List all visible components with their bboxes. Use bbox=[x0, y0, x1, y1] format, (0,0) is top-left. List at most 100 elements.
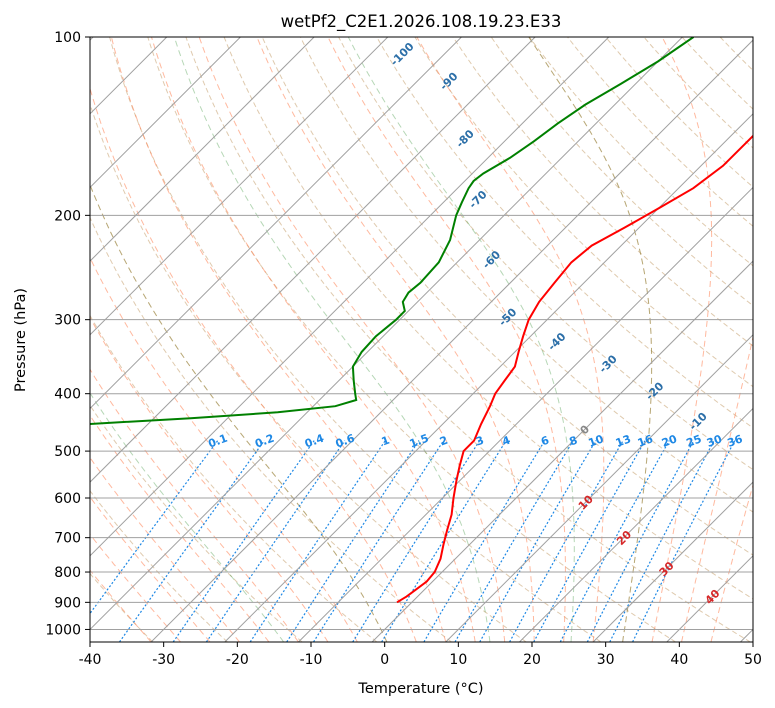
special-adiabat-line bbox=[173, 37, 491, 642]
x-tick-label: 40 bbox=[670, 652, 688, 668]
dry-adiabat-line bbox=[90, 572, 154, 642]
dry-adiabat-line bbox=[90, 102, 527, 642]
mixing-ratio-label: 16 bbox=[636, 432, 655, 450]
mixing-ratio-label: 25 bbox=[685, 432, 704, 449]
moist-adiabat-line bbox=[681, 334, 753, 642]
mixing-ratio-label: 10 bbox=[587, 432, 606, 450]
special-adiabat-line bbox=[528, 37, 653, 642]
dry-adiabat-line bbox=[185, 37, 751, 642]
dewpoint-profile-line bbox=[90, 37, 695, 425]
mixing-ratio-line bbox=[533, 440, 646, 642]
moist-adiabat-line bbox=[256, 37, 535, 642]
x-tick-label: 0 bbox=[380, 652, 389, 668]
isotherm-line bbox=[224, 113, 753, 642]
special-adiabat-line bbox=[347, 37, 575, 642]
isotherm-line bbox=[445, 334, 753, 642]
mixing-ratio-line bbox=[632, 440, 736, 642]
moist-adiabat-line bbox=[151, 37, 476, 642]
mixing-ratio-label: 2 bbox=[438, 434, 450, 449]
dry-adiabat-line bbox=[414, 37, 753, 388]
mixing-ratio-label: 6 bbox=[539, 434, 551, 449]
moist-adiabat-line bbox=[90, 316, 329, 642]
mixing-ratio-line bbox=[286, 440, 420, 642]
moist-adiabat-line bbox=[528, 37, 653, 642]
y-tick-label: 700 bbox=[54, 531, 81, 547]
dry-adiabat-line bbox=[223, 37, 753, 600]
mixing-ratio-line bbox=[119, 440, 265, 642]
mixing-ratio-line bbox=[172, 440, 315, 642]
x-tick-label: -20 bbox=[226, 652, 249, 668]
isotherm-line bbox=[90, 37, 241, 189]
y-tick-label: 600 bbox=[54, 491, 81, 507]
mixing-ratio-line bbox=[559, 440, 670, 642]
isotherm-line bbox=[90, 37, 462, 410]
moist-adiabat-line bbox=[416, 37, 605, 642]
moist-adiabat-line bbox=[90, 533, 181, 642]
mixing-ratio-label: 13 bbox=[614, 432, 633, 449]
mixing-ratio-label: 0.6 bbox=[334, 432, 357, 451]
x-axis-title: Temperature (°C) bbox=[357, 681, 483, 697]
mixing-ratio-label: 0.4 bbox=[303, 432, 326, 451]
mixing-ratio-line bbox=[509, 440, 624, 642]
moist-adiabat-line bbox=[90, 183, 388, 642]
mixing-ratio-label: 20 bbox=[660, 432, 679, 450]
y-tick-label: 200 bbox=[54, 208, 81, 224]
dry-adiabat-line bbox=[90, 489, 228, 642]
mixing-ratio-label: 1.5 bbox=[408, 432, 431, 451]
mixing-ratio-line bbox=[352, 440, 481, 642]
y-tick-label: 100 bbox=[54, 30, 81, 46]
mixing-ratio-line bbox=[312, 440, 445, 642]
moist-adiabat-line bbox=[90, 256, 358, 642]
mixing-ratio-line bbox=[479, 440, 597, 642]
isotherm-line bbox=[90, 37, 610, 557]
mixing-ratio-label: 3 bbox=[474, 434, 486, 449]
isotherm-line bbox=[519, 407, 753, 642]
x-tick-label: 50 bbox=[744, 652, 762, 668]
dry-adiabat-line bbox=[90, 314, 378, 642]
x-tick-label: 20 bbox=[523, 652, 541, 668]
mixing-ratio-label: 8 bbox=[568, 434, 580, 449]
x-tick-label: -30 bbox=[152, 652, 175, 668]
mixing-ratio-label: 30 bbox=[705, 432, 724, 450]
isotherm-line bbox=[371, 260, 753, 642]
mixing-ratio-label: 0.1 bbox=[206, 432, 229, 451]
dry-adiabat-line bbox=[90, 404, 303, 642]
moist-adiabat-line bbox=[90, 86, 417, 642]
x-tick-label: 30 bbox=[597, 652, 615, 668]
x-tick-label: 10 bbox=[449, 652, 467, 668]
x-tick-label: -10 bbox=[300, 652, 323, 668]
moist-adiabat-line bbox=[110, 37, 447, 642]
isotherm-line bbox=[90, 37, 536, 483]
y-tick-label: 900 bbox=[54, 595, 81, 611]
isotherm-line bbox=[592, 481, 753, 642]
mixing-ratio-label: 4 bbox=[500, 434, 512, 449]
dry-adiabat-line bbox=[90, 216, 452, 642]
y-axis-title: Pressure (hPa) bbox=[13, 288, 29, 392]
dry-adiabat-line bbox=[338, 37, 753, 471]
moist-adiabat-line bbox=[651, 37, 713, 642]
isotherm-line bbox=[150, 39, 753, 642]
moist-adiabat-line bbox=[198, 37, 506, 642]
moist-adiabat-line bbox=[90, 496, 211, 642]
mixing-ratio-line bbox=[90, 440, 219, 615]
dry-adiabat-line bbox=[490, 37, 753, 307]
y-tick-label: 300 bbox=[54, 313, 81, 329]
chart-title: wetPf2_C2E1.2026.108.19.23.E33 bbox=[281, 12, 562, 32]
y-tick-label: 800 bbox=[54, 565, 81, 581]
mixing-ratio-label: 1 bbox=[380, 434, 392, 449]
special-adiabat-line bbox=[90, 392, 285, 642]
mixing-ratio-line bbox=[205, 440, 346, 642]
isotherm-line bbox=[298, 186, 753, 642]
mixing-ratio-line bbox=[454, 440, 574, 642]
mixing-ratio-line bbox=[423, 440, 546, 642]
moist-adiabat-line bbox=[90, 456, 240, 642]
special-adiabat-line bbox=[90, 183, 388, 642]
isotherm-line bbox=[90, 37, 315, 262]
isotherm-line bbox=[90, 37, 683, 631]
dry-adiabat-line bbox=[109, 37, 602, 642]
moist-adiabat-line bbox=[90, 414, 270, 642]
temperature-profile-line bbox=[396, 134, 753, 604]
moist-adiabat-line bbox=[327, 37, 566, 642]
mixing-ratio-line bbox=[249, 440, 386, 642]
